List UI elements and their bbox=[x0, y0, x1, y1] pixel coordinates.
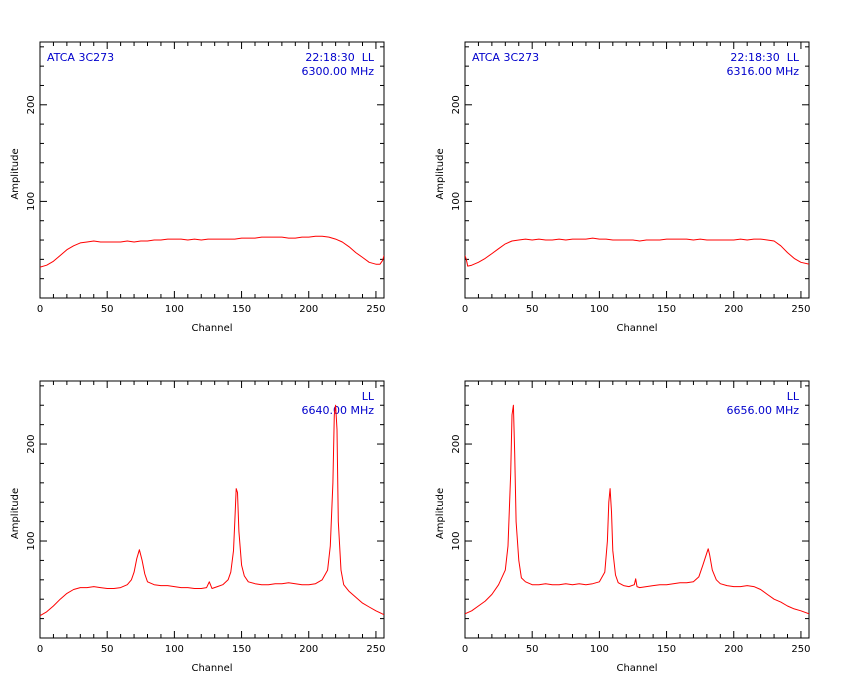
y-tick-label: 200 bbox=[26, 95, 37, 114]
y-tick-label: 100 bbox=[451, 531, 462, 550]
x-tick-label: 50 bbox=[101, 644, 114, 655]
spectrum-line bbox=[465, 237, 809, 267]
spacer bbox=[780, 51, 787, 64]
y-tick-label: 200 bbox=[451, 95, 462, 114]
x-tick-label: 0 bbox=[462, 304, 468, 315]
spectrum-panel-4: 0 50 100 150 200 250 100 200 Channel Amplitude LL6… bbox=[435, 380, 810, 674]
x-tick-label: 250 bbox=[791, 644, 810, 655]
source-label: ATCA 3C273 bbox=[472, 51, 539, 64]
x-tick-label: 100 bbox=[590, 644, 609, 655]
spectrum-line bbox=[40, 404, 384, 617]
time-pol-label: LL bbox=[362, 390, 375, 403]
x-tick-label: 200 bbox=[724, 644, 743, 655]
x-tick-label: 0 bbox=[462, 644, 468, 655]
plot-frame bbox=[464, 380, 810, 639]
x-tick-label: 200 bbox=[299, 304, 318, 315]
y-axis-label: Amplitude bbox=[435, 488, 446, 539]
x-axis-label: Channel bbox=[616, 663, 657, 674]
y-tick-label: 100 bbox=[451, 192, 462, 211]
x-tick-label: 50 bbox=[526, 304, 539, 315]
spectrum-panel-2: 0 50 100 150 200 250 100 200 Channel Amplitude ATC… bbox=[435, 41, 810, 334]
x-tick-label: 50 bbox=[526, 644, 539, 655]
time-pol-label: LL bbox=[787, 390, 800, 403]
pol-label: LL bbox=[362, 51, 375, 64]
x-tick-label: 200 bbox=[724, 304, 743, 315]
time-pol-label: 22:18:30 LL bbox=[730, 51, 800, 64]
pol-label: LL bbox=[787, 390, 800, 403]
plot-frame bbox=[39, 41, 385, 299]
x-axis-label: Channel bbox=[191, 663, 232, 674]
freq-label: 6300.00 MHz bbox=[301, 65, 374, 78]
y-axis-label: Amplitude bbox=[10, 488, 21, 539]
y-axis-label: Amplitude bbox=[435, 148, 446, 199]
x-tick-label: 250 bbox=[366, 304, 385, 315]
spectrum-panel-3: 0 50 100 150 200 250 100 200 Channel Amplitude LL6… bbox=[10, 380, 385, 674]
x-axis-label: Channel bbox=[191, 323, 232, 334]
time-label: 22:18:30 bbox=[730, 51, 779, 64]
pol-label: LL bbox=[787, 51, 800, 64]
x-tick-label: 200 bbox=[299, 644, 318, 655]
freq-label: 6656.00 MHz bbox=[726, 404, 799, 417]
x-tick-label: 150 bbox=[657, 304, 676, 315]
plot-frame bbox=[39, 380, 385, 639]
freq-label: 6640.00 MHz bbox=[301, 404, 374, 417]
source-label: ATCA 3C273 bbox=[47, 51, 114, 64]
x-tick-label: 150 bbox=[657, 644, 676, 655]
time-pol-label: 22:18:30 LL bbox=[305, 51, 375, 64]
spacer bbox=[355, 51, 362, 64]
x-axis-label: Channel bbox=[616, 323, 657, 334]
y-tick-label: 100 bbox=[26, 192, 37, 211]
x-tick-label: 100 bbox=[590, 304, 609, 315]
x-tick-label: 50 bbox=[101, 304, 114, 315]
x-tick-label: 150 bbox=[232, 304, 251, 315]
y-tick-label: 200 bbox=[26, 434, 37, 453]
y-axis-label: Amplitude bbox=[10, 148, 21, 199]
x-tick-label: 250 bbox=[366, 644, 385, 655]
x-tick-label: 100 bbox=[165, 304, 184, 315]
time-label: 22:18:30 bbox=[305, 51, 354, 64]
spectrum-line bbox=[465, 404, 809, 615]
spectrum-line bbox=[40, 235, 384, 268]
y-tick-label: 100 bbox=[26, 531, 37, 550]
x-tick-label: 150 bbox=[232, 644, 251, 655]
x-tick-label: 100 bbox=[165, 644, 184, 655]
x-tick-label: 0 bbox=[37, 644, 43, 655]
pol-label: LL bbox=[362, 390, 375, 403]
freq-label: 6316.00 MHz bbox=[726, 65, 799, 78]
x-tick-label: 0 bbox=[37, 304, 43, 315]
x-tick-label: 250 bbox=[791, 304, 810, 315]
plot-frame bbox=[464, 41, 810, 299]
y-tick-label: 200 bbox=[451, 434, 462, 453]
spectrum-panel-1: 0 50 100 150 200 250 100 200 Channel Amplitude ATC… bbox=[10, 41, 385, 334]
